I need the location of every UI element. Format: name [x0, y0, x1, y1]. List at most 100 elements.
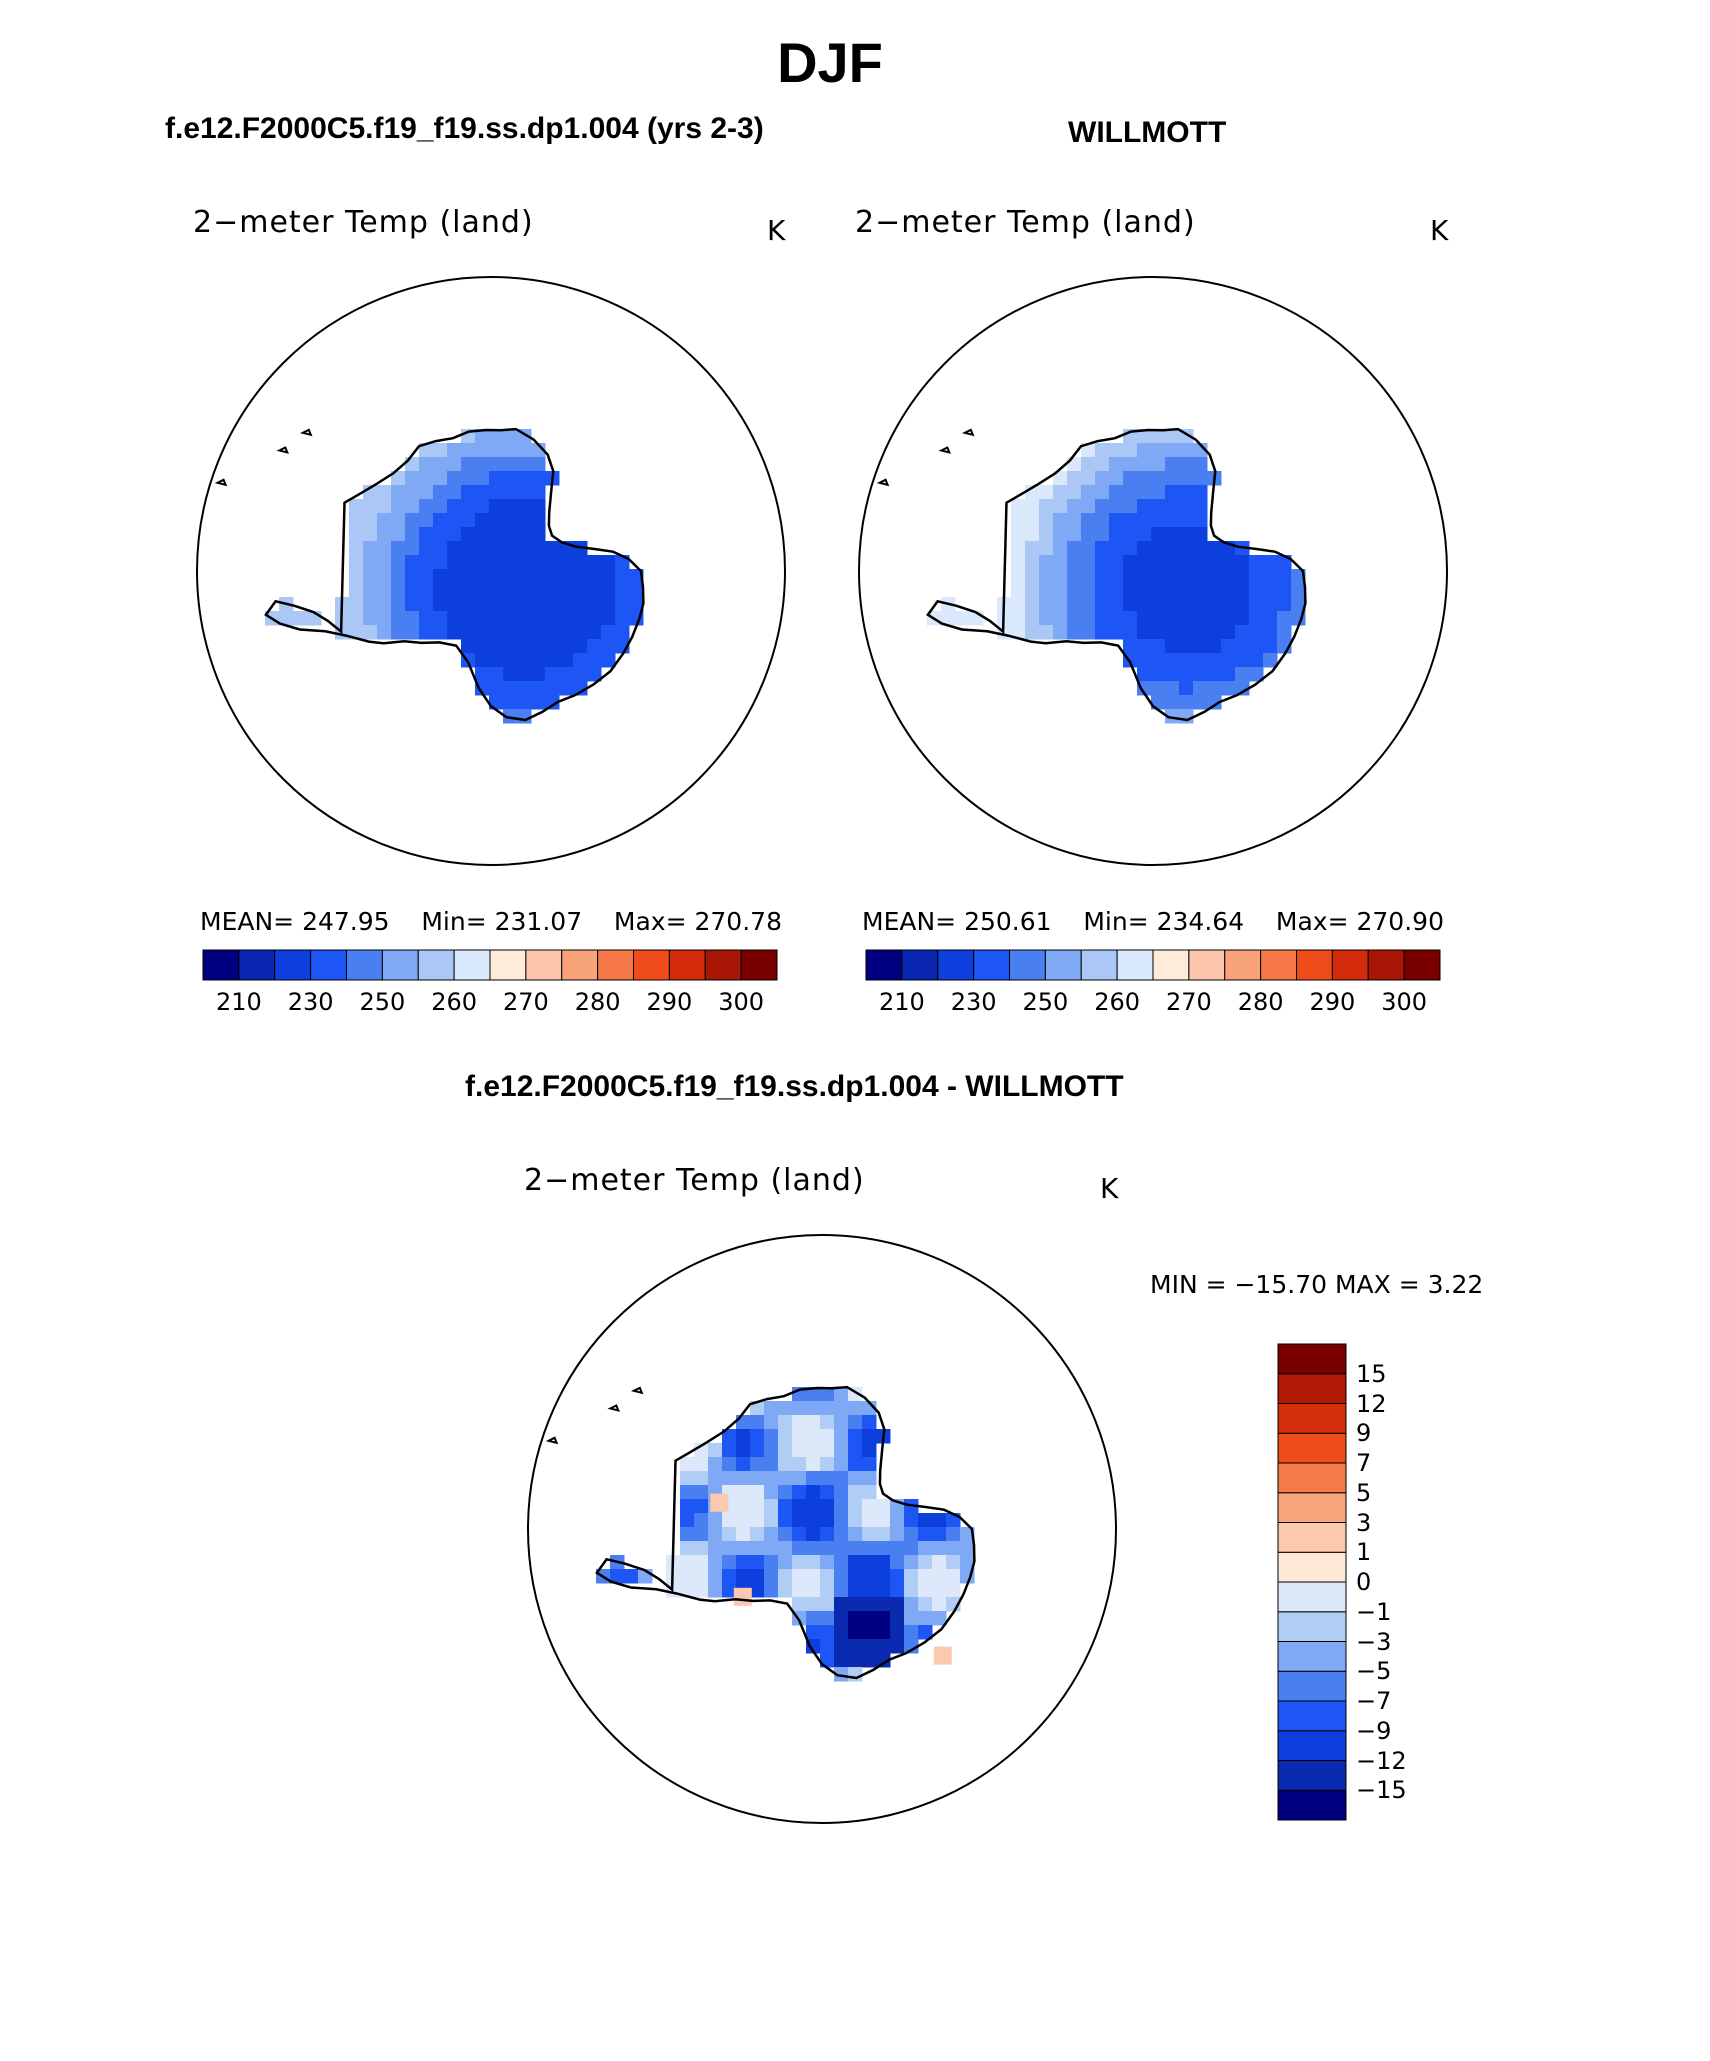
diff-colorbar-tick: 5 [1356, 1478, 1372, 1507]
diff-field-cell [820, 1429, 835, 1444]
model-field-cell [475, 667, 490, 682]
obs-field-cell [1011, 611, 1026, 626]
obs-field-cell [1235, 625, 1250, 640]
diff-field-cell [792, 1513, 807, 1528]
diff-coastline [595, 1385, 976, 1680]
obs-field-cell [1263, 597, 1278, 612]
obs-min-label: Min= [1083, 907, 1149, 936]
model-field-cell [573, 625, 588, 640]
diff-colorbar [1277, 1343, 1347, 1821]
diff-field-cell [722, 1429, 737, 1444]
obs-field-cell [1123, 583, 1138, 598]
model-field-cell [503, 611, 518, 626]
model-colorbar-box [453, 949, 491, 981]
obs-colorbar-box [865, 949, 903, 981]
obs-field-cell [1039, 499, 1054, 514]
model-field-cell [559, 667, 574, 682]
obs-field-cell [1165, 527, 1180, 542]
obs-field-cell [1081, 611, 1096, 626]
obs-colorbar-box [937, 949, 975, 981]
diff-field-cell [750, 1499, 765, 1514]
model-field-cell [349, 597, 364, 612]
obs-field-cell [1081, 499, 1096, 514]
model-field-cell [419, 611, 434, 626]
diff-field-cell [960, 1541, 975, 1556]
obs-field-cell [1053, 513, 1068, 528]
diff-field-cell [848, 1429, 863, 1444]
model-field-cell [545, 667, 560, 682]
model-field-cell [391, 527, 406, 542]
diff-island [607, 1404, 620, 1412]
model-field-cell [573, 555, 588, 570]
model-colorbar-tick: 290 [646, 988, 693, 1016]
diff-field-cell [904, 1583, 919, 1598]
model-field-cell [531, 695, 546, 710]
obs-field-cell [1221, 639, 1236, 654]
obs-island [938, 446, 951, 454]
obs-field-cell [1179, 639, 1194, 654]
diff-field-cell [708, 1583, 723, 1598]
diff-field-cell [904, 1555, 919, 1570]
diff-colorbar-tick: 3 [1356, 1508, 1372, 1537]
model-field-cell [349, 527, 364, 542]
diff-field-cell [820, 1611, 835, 1626]
obs-field-cell [1039, 583, 1054, 598]
diff-field-cell [876, 1513, 891, 1528]
obs-field-cell [1151, 471, 1166, 486]
obs-field-cell [1207, 625, 1222, 640]
obs-field-cell [1053, 569, 1068, 584]
model-colorbar-ticks: 210 230 250 260 270 280 290 300 [203, 988, 777, 1018]
model-field-cell [489, 527, 504, 542]
diff-field-cell [722, 1527, 737, 1542]
obs-field-cell [1277, 625, 1292, 640]
model-field-cell [475, 457, 490, 472]
diff-island [630, 1386, 644, 1395]
obs-field-cell [1123, 611, 1138, 626]
diff-field-cell [736, 1499, 751, 1514]
diff-field-cell [722, 1443, 737, 1458]
obs-field-cell [1151, 443, 1166, 458]
model-field-cell [447, 569, 462, 584]
diff-field-cell [764, 1415, 779, 1430]
model-field-cell [433, 541, 448, 556]
obs-field-cell [1193, 597, 1208, 612]
model-field-cell [559, 639, 574, 654]
obs-field-cell [1081, 555, 1096, 570]
obs-field-cell [1025, 583, 1040, 598]
obs-mean-label: MEAN= [862, 907, 957, 936]
obs-field-cell [1249, 569, 1264, 584]
obs-field-cell [1025, 597, 1040, 612]
diff-field-cell [834, 1387, 849, 1402]
obs-field-cell [1081, 625, 1096, 640]
obs-field-cell [1165, 667, 1180, 682]
obs-field-cell [1095, 569, 1110, 584]
diff-polar-map [527, 1234, 1117, 1824]
obs-field-cell [1179, 499, 1194, 514]
obs-field-cell [1081, 513, 1096, 528]
obs-field-cell [1179, 471, 1194, 486]
obs-field-cell [1151, 541, 1166, 556]
model-field-cell [377, 499, 392, 514]
model-field-cell [517, 681, 532, 696]
model-island [214, 478, 228, 487]
diff-field-cell [750, 1555, 765, 1570]
obs-field-cell [1221, 625, 1236, 640]
obs-field-cell [1151, 639, 1166, 654]
diff-field-cell [750, 1485, 765, 1500]
obs-field-cell [1123, 625, 1138, 640]
model-field-cell [475, 471, 490, 486]
diff-field-cell [904, 1527, 919, 1542]
model-field-cell [587, 597, 602, 612]
model-field-cell [349, 625, 364, 640]
obs-field-cell [1277, 611, 1292, 626]
obs-field-cell [1165, 513, 1180, 528]
model-field-cell [531, 639, 546, 654]
diff-field-cell [834, 1667, 849, 1682]
obs-field-cell [1095, 555, 1110, 570]
obs-field-cell [1039, 611, 1054, 626]
diff-field-cell [834, 1597, 849, 1612]
obs-field-cell [1235, 639, 1250, 654]
obs-field-cell [1095, 485, 1110, 500]
model-field-cell [363, 569, 378, 584]
model-field-cell [601, 639, 616, 654]
